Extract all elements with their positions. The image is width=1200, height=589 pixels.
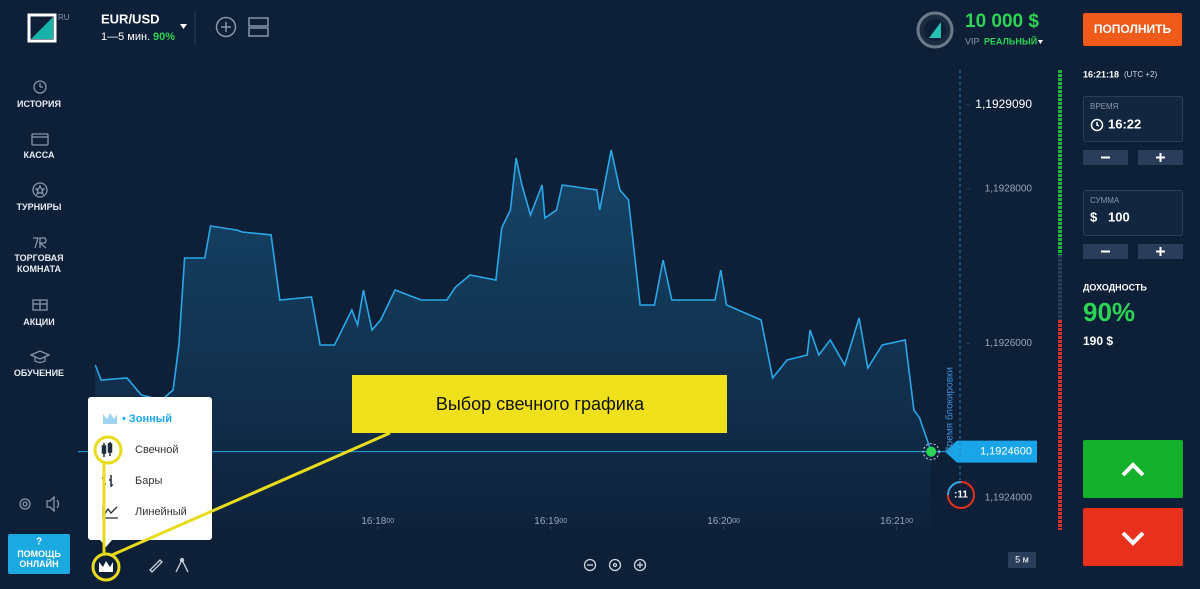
currency: $ <box>1090 209 1098 224</box>
timeframe[interactable]: 5 м <box>1015 554 1029 564</box>
timeframe-box[interactable] <box>1008 552 1036 568</box>
menu-item[interactable]: Свечной <box>135 444 178 456</box>
layout-toggle[interactable] <box>248 17 269 37</box>
account-type[interactable]: РЕАЛЬНЫЙ <box>984 35 1037 46</box>
profit-amount: 190 $ <box>1083 334 1113 348</box>
pointer-line <box>111 431 391 557</box>
nav-item[interactable]: ОБУЧЕНИЕ <box>13 368 65 378</box>
icon-area <box>103 413 117 424</box>
chart-type-menu <box>88 397 212 540</box>
lock-label: Время блокировки <box>944 367 956 453</box>
y-tick-label: 1,1928000 <box>985 184 1033 195</box>
logo[interactable] <box>27 13 57 43</box>
clock: 16:21:18 <box>1083 69 1119 79</box>
nav-item[interactable]: КАССА <box>23 150 55 160</box>
nav-item[interactable]: ТУРНИРЫ <box>16 202 62 212</box>
pair-dropdown[interactable] <box>180 24 187 29</box>
price-line <box>94 149 932 452</box>
current-point-ring <box>922 443 940 461</box>
balance: 10 000 $ <box>965 11 1039 32</box>
amount-label: СУММА <box>1090 196 1120 205</box>
call-button[interactable] <box>1083 440 1183 498</box>
callout: Выбор свечного графика <box>436 394 645 414</box>
call-arrow <box>1121 462 1145 477</box>
zoom-tools[interactable] <box>583 558 647 572</box>
profit-pct: 90% <box>1083 297 1135 327</box>
account-vip: VIP <box>965 36 980 46</box>
period: 1—5 мин. <box>101 31 150 43</box>
timer: :11 <box>954 490 968 501</box>
timezone: (UTC +2) <box>1124 70 1157 79</box>
y-tick-label: 1,1926000 <box>985 338 1033 349</box>
put-arrow <box>1121 531 1145 546</box>
amount-box[interactable] <box>1083 190 1183 236</box>
deposit-button[interactable] <box>1083 13 1182 46</box>
step-signs <box>1101 153 1165 256</box>
nav-item[interactable]: ИСТОРИЯ <box>17 99 61 109</box>
chart-type-button[interactable] <box>99 561 113 572</box>
chart: 1,19290901,19280001,19260001,192400016:1… <box>78 70 1037 530</box>
time-value: 16:22 <box>1108 116 1141 131</box>
sidebar-icons <box>19 80 60 513</box>
time-label: ВРЕМЯ <box>1090 102 1119 111</box>
payout: 90% <box>153 31 175 43</box>
highlight-candles <box>93 435 123 465</box>
menu-item[interactable]: Бары <box>135 475 162 487</box>
profit-label: ДОХОДНОСТЬ <box>1083 282 1147 292</box>
pair[interactable]: EUR/USD <box>101 11 160 26</box>
help-icon: ? <box>36 537 42 548</box>
icon-candles <box>101 442 113 457</box>
add-chart[interactable] <box>215 16 237 38</box>
y-tick-label: 1,1929090 <box>975 97 1032 111</box>
price-tag <box>945 440 1037 463</box>
highlight-button <box>91 552 121 582</box>
current-point <box>926 446 937 457</box>
clock-icon <box>1090 118 1104 132</box>
timer-arc <box>947 481 962 496</box>
callout-box <box>352 375 727 433</box>
account-dropdown[interactable] <box>1038 40 1043 44</box>
put-button[interactable] <box>1083 508 1183 566</box>
logo-badge: RU <box>58 13 70 22</box>
area <box>95 150 932 530</box>
avatar[interactable] <box>916 11 954 49</box>
menu-item[interactable]: • Зонный <box>122 413 172 425</box>
nav-item[interactable]: ТОРГОВАЯ КОМНАТА <box>14 253 64 274</box>
amount-value: 100 <box>1108 209 1130 224</box>
help-label[interactable]: ПОМОЩЬ ОНЛАЙН <box>17 549 61 569</box>
price-tag-label: 1,1924600 <box>980 446 1032 458</box>
nav-item[interactable]: АКЦИИ <box>23 317 55 327</box>
deposit-label[interactable]: ПОПОЛНИТЬ <box>1094 22 1172 36</box>
menu-item[interactable]: Линейный <box>135 506 187 518</box>
time-box[interactable] <box>1083 96 1183 142</box>
draw-tools[interactable] <box>149 557 189 573</box>
y-tick-label: 1,1924000 <box>985 493 1033 504</box>
help-button[interactable] <box>8 534 70 574</box>
